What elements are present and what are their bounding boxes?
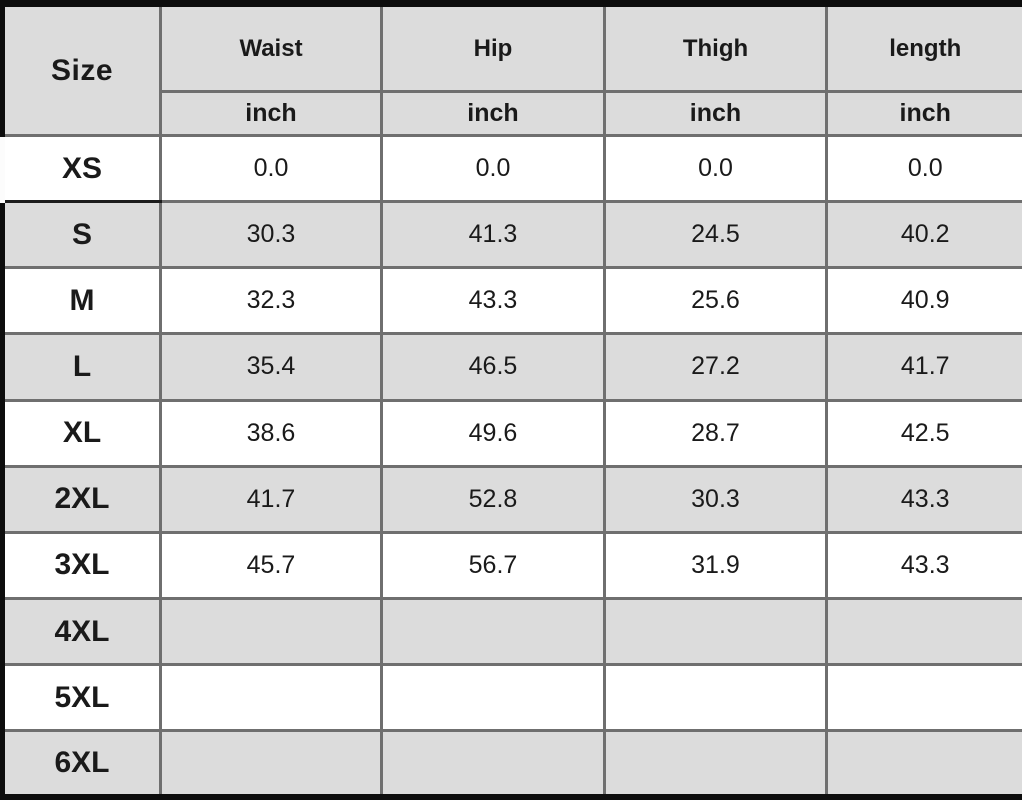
cell-waist: 41.7 <box>159 464 383 534</box>
unit-row: inch inch inch inch <box>3 90 1022 137</box>
cell-waist: 32.3 <box>159 266 383 336</box>
column-header-length: length <box>825 0 1022 93</box>
row-size-label: XS <box>0 133 162 204</box>
unit-header-hip: inch <box>380 90 606 137</box>
cell-thigh: 27.2 <box>603 332 828 402</box>
row-size-label: 3XL <box>0 530 162 600</box>
cell-waist: 45.7 <box>159 530 383 600</box>
cell-waist <box>159 663 383 733</box>
cell-hip: 52.8 <box>380 464 606 534</box>
row-size-label: M <box>0 266 162 336</box>
cell-hip: 41.3 <box>380 200 606 270</box>
cell-waist: 0.0 <box>159 133 383 204</box>
table-row-4xl: 4XL <box>0 596 1022 667</box>
cell-thigh <box>603 729 828 800</box>
cell-length: 41.7 <box>825 332 1022 402</box>
cell-thigh: 31.9 <box>603 530 828 600</box>
cell-thigh: 24.5 <box>603 200 828 270</box>
row-size-label: 6XL <box>0 729 162 800</box>
cell-hip: 56.7 <box>380 530 606 600</box>
cell-hip: 0.0 <box>380 133 606 204</box>
cell-hip <box>380 663 606 733</box>
cell-waist <box>159 729 383 800</box>
table-row-2xl: 2XL 41.7 52.8 30.3 43.3 <box>0 464 1022 534</box>
column-header-hip: Hip <box>380 0 606 93</box>
size-column-header: Size <box>0 0 162 137</box>
table-row-m: M 32.3 43.3 25.6 40.9 <box>0 266 1022 336</box>
cell-length: 43.3 <box>825 464 1022 534</box>
cell-length: 40.9 <box>825 266 1022 336</box>
unit-header-thigh: inch <box>603 90 828 137</box>
cell-thigh: 25.6 <box>603 266 828 336</box>
cell-waist: 35.4 <box>159 332 383 402</box>
cell-thigh: 30.3 <box>603 464 828 534</box>
table-row-s: S 30.3 41.3 24.5 40.2 <box>0 200 1022 270</box>
cell-length: 0.0 <box>825 133 1022 204</box>
cell-length <box>825 663 1022 733</box>
cell-hip: 46.5 <box>380 332 606 402</box>
table-row-6xl: 6XL <box>0 729 1022 800</box>
row-size-label: XL <box>0 398 162 468</box>
row-size-label: S <box>0 200 162 270</box>
cell-hip: 49.6 <box>380 398 606 468</box>
cell-length <box>825 729 1022 800</box>
column-header-waist: Waist <box>159 0 383 93</box>
column-header-thigh: Thigh <box>603 0 828 93</box>
table-row-3xl: 3XL 45.7 56.7 31.9 43.3 <box>0 530 1022 600</box>
cell-thigh: 28.7 <box>603 398 828 468</box>
table-row-xs: XS 0.0 0.0 0.0 0.0 <box>0 133 1022 204</box>
cell-waist: 30.3 <box>159 200 383 270</box>
row-size-label: L <box>0 332 162 402</box>
cell-thigh <box>603 663 828 733</box>
cell-length: 43.3 <box>825 530 1022 600</box>
table-row-l: L 35.4 46.5 27.2 41.7 <box>0 332 1022 402</box>
cell-hip: 43.3 <box>380 266 606 336</box>
cell-waist: 38.6 <box>159 398 383 468</box>
cell-hip <box>380 596 606 667</box>
cell-length <box>825 596 1022 667</box>
row-size-label: 4XL <box>0 596 162 667</box>
unit-header-length: inch <box>825 90 1022 137</box>
cell-length: 42.5 <box>825 398 1022 468</box>
header-row: Size Waist Hip Thigh length <box>0 0 1022 137</box>
row-size-label: 5XL <box>0 663 162 733</box>
cell-thigh: 0.0 <box>603 133 828 204</box>
cell-thigh <box>603 596 828 667</box>
table-row-xl: XL 38.6 49.6 28.7 42.5 <box>0 398 1022 468</box>
cell-hip <box>380 729 606 800</box>
table-row-5xl: 5XL <box>0 663 1022 733</box>
cell-waist <box>159 596 383 667</box>
row-size-label: 2XL <box>0 464 162 534</box>
unit-header-waist: inch <box>159 90 383 137</box>
cell-length: 40.2 <box>825 200 1022 270</box>
